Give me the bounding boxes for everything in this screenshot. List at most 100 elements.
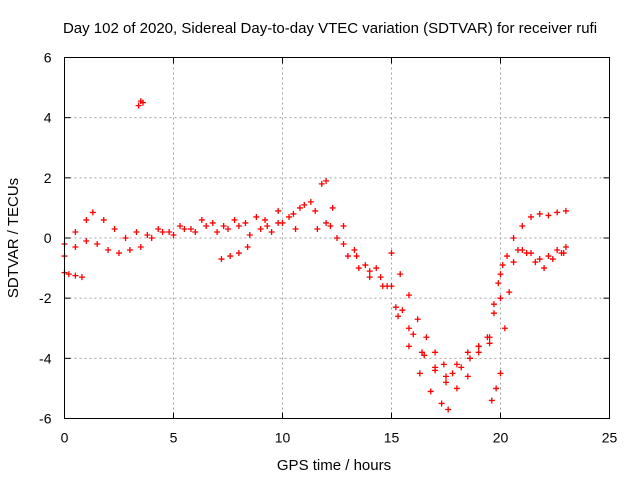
data-point — [353, 253, 360, 260]
data-point — [292, 225, 299, 232]
data-point — [327, 222, 334, 229]
data-point — [421, 352, 428, 359]
data-point — [490, 310, 497, 317]
data-point — [192, 228, 199, 235]
data-point — [286, 213, 293, 220]
data-point — [307, 198, 314, 205]
data-point — [137, 98, 144, 105]
data-point — [257, 225, 264, 232]
data-point — [486, 340, 493, 347]
data-point — [545, 212, 552, 219]
data-point — [554, 209, 561, 216]
data-point — [94, 241, 101, 248]
series-track-d — [218, 207, 482, 392]
series-track-e — [388, 250, 504, 377]
data-point — [355, 265, 362, 272]
data-point — [290, 210, 297, 217]
data-point — [410, 331, 417, 338]
data-point — [405, 325, 412, 332]
data-point — [89, 209, 96, 216]
data-point — [495, 280, 502, 287]
series-track-g — [510, 207, 569, 241]
data-points — [61, 98, 569, 413]
data-point — [242, 219, 249, 226]
y-tick-label: 4 — [44, 110, 52, 126]
ticks: 0 5 10 15 20 25 -6 -4 -2 0 2 4 6 — [39, 50, 617, 446]
data-point — [432, 367, 439, 374]
series-track-c — [61, 98, 146, 281]
data-point — [72, 228, 79, 235]
x-axis-label: GPS time / hours — [277, 457, 391, 474]
data-point — [519, 222, 526, 229]
data-point — [427, 388, 434, 395]
data-point — [443, 379, 449, 386]
data-point — [536, 210, 543, 217]
data-point — [445, 406, 452, 413]
data-point — [318, 180, 325, 187]
data-point — [497, 370, 504, 377]
data-point — [362, 262, 369, 269]
data-point — [218, 256, 225, 263]
data-point — [148, 235, 155, 241]
data-point — [558, 250, 565, 257]
x-tick-label: 20 — [493, 430, 509, 446]
data-point — [414, 316, 421, 323]
x-tick-label: 15 — [384, 430, 400, 446]
data-point — [116, 250, 122, 257]
data-point — [373, 265, 380, 272]
data-point — [209, 219, 216, 226]
data-point — [227, 253, 234, 260]
data-point — [449, 370, 456, 377]
data-point — [528, 213, 535, 220]
data-point — [279, 219, 286, 226]
series-track-f — [488, 247, 567, 404]
data-point — [453, 385, 460, 392]
data-point — [231, 216, 238, 223]
data-point — [416, 370, 423, 377]
data-point — [100, 216, 107, 223]
data-point — [549, 256, 556, 263]
data-point — [395, 313, 402, 320]
data-point — [499, 262, 506, 269]
y-tick-label: 2 — [44, 170, 52, 186]
data-point — [488, 397, 495, 404]
data-point — [144, 231, 151, 238]
data-point — [484, 334, 491, 341]
y-axis-label: SDTVAR / TECUs — [5, 178, 22, 298]
data-point — [72, 272, 79, 279]
chart-title: Day 102 of 2020, Sidereal Day-to-day VTE… — [63, 20, 597, 37]
series-track-h — [514, 244, 569, 272]
data-point — [253, 213, 260, 220]
data-point — [464, 349, 471, 356]
data-point — [72, 244, 79, 251]
data-point — [405, 343, 412, 350]
data-point — [466, 355, 473, 362]
data-point — [506, 289, 513, 296]
data-point — [397, 271, 404, 278]
data-point — [532, 259, 539, 266]
data-point — [514, 247, 521, 254]
data-point — [493, 385, 500, 392]
data-point — [562, 207, 569, 214]
data-point — [399, 307, 406, 314]
data-point — [497, 271, 504, 278]
data-point — [166, 228, 173, 235]
data-point — [490, 301, 497, 308]
data-point — [225, 225, 231, 232]
data-point — [379, 283, 386, 290]
data-point — [388, 283, 395, 290]
y-tick-label: -4 — [39, 350, 52, 366]
data-point — [554, 247, 561, 254]
data-point — [177, 222, 184, 229]
data-point — [510, 235, 517, 241]
data-point — [340, 222, 347, 229]
data-point — [262, 216, 269, 223]
data-point — [78, 274, 85, 281]
x-tick-label: 10 — [275, 430, 291, 446]
series-track-a — [61, 177, 452, 413]
data-point — [405, 292, 412, 299]
data-point — [133, 228, 140, 235]
data-point — [65, 271, 72, 278]
data-point — [244, 244, 251, 251]
data-point — [562, 244, 569, 251]
